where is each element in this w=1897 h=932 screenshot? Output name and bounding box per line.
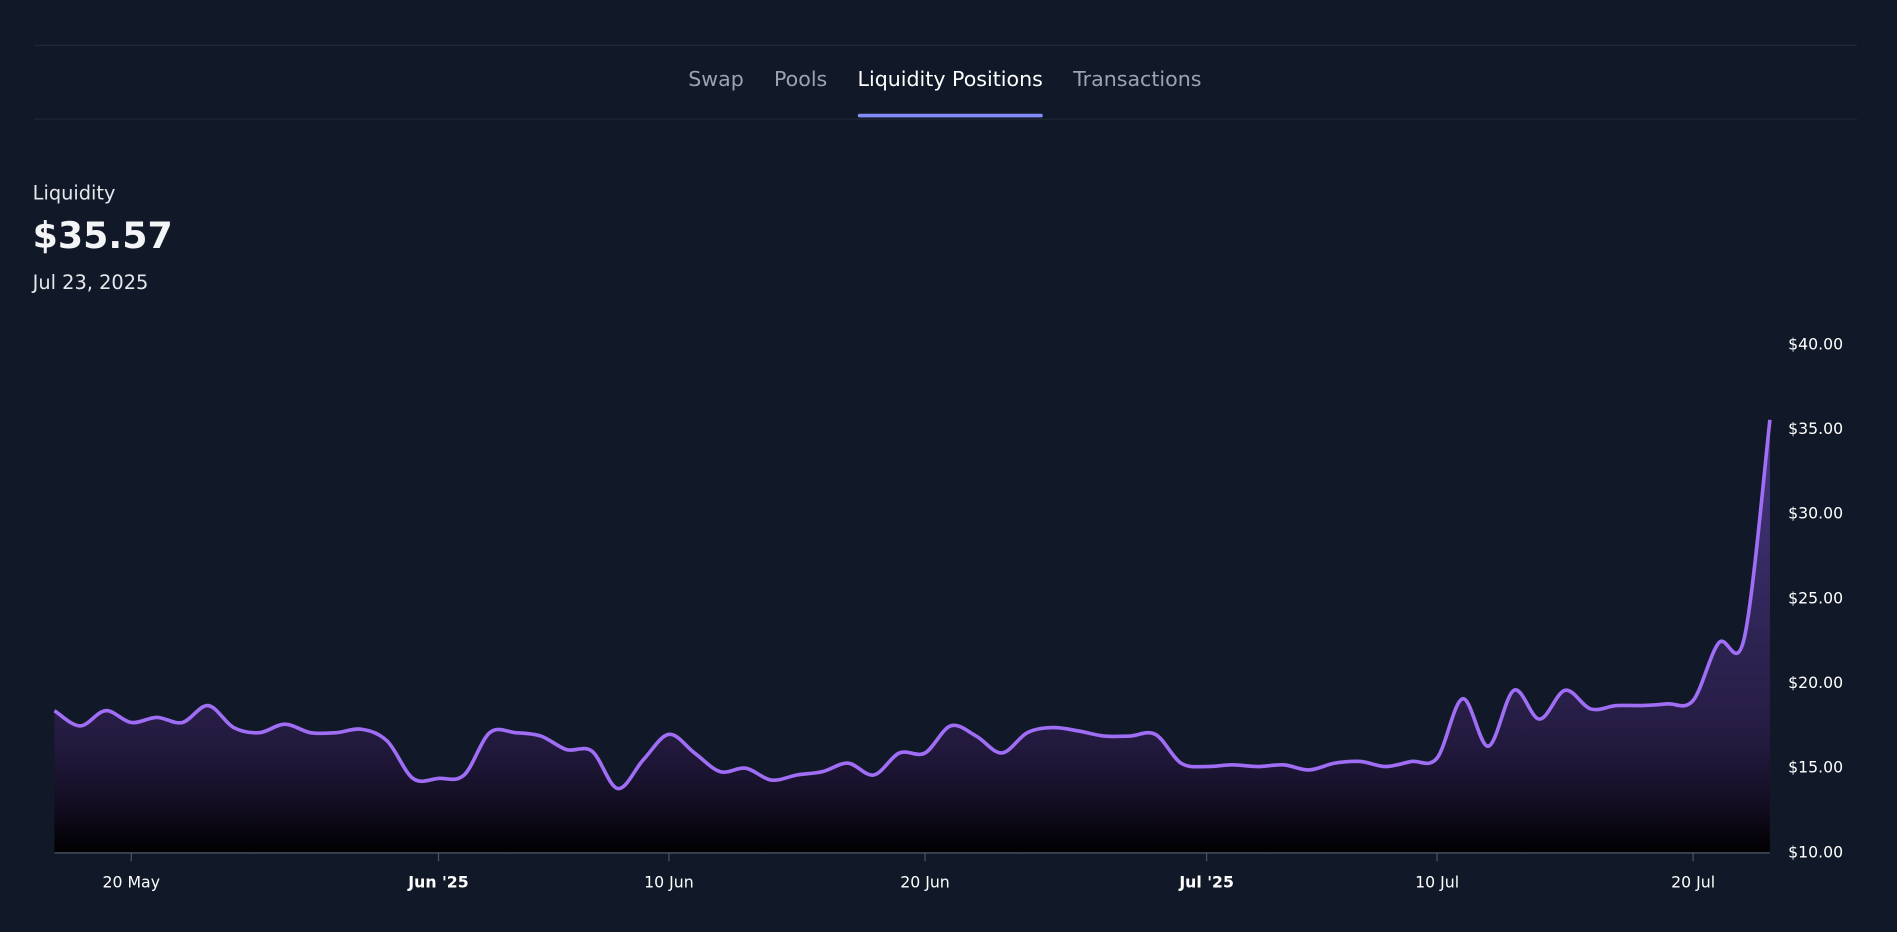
current-date: Jul 23, 2025 [32, 270, 149, 294]
area [54, 419, 1770, 853]
tab-bar: Swap Pools Liquidity Positions Transactions [0, 68, 1890, 118]
x-tick-label: 20 Jul [1671, 873, 1715, 892]
y-tick-label: $40.00 [1788, 334, 1843, 353]
y-tick-label: $15.00 [1788, 758, 1843, 777]
y-tick-label: $20.00 [1788, 673, 1843, 692]
divider [33, 44, 1858, 46]
y-tick-label: $30.00 [1788, 504, 1843, 523]
tab[interactable]: Transactions [1073, 67, 1202, 92]
y-tick-label: $10.00 [1788, 842, 1843, 861]
tab[interactable]: Liquidity Positions [857, 68, 1044, 118]
chart-title: Liquidity [32, 181, 116, 205]
x-tick-label: Jul '25 [1178, 873, 1234, 892]
tab[interactable]: Swap [688, 67, 744, 92]
x-tick-label: 10 Jun [644, 873, 694, 892]
x-tick-label: Jun '25 [407, 873, 468, 892]
y-tick-label: $35.00 [1788, 419, 1843, 438]
divider [33, 118, 1858, 120]
line [53, 419, 1772, 791]
x-tick-label: 20 Jun [900, 873, 950, 892]
y-tick-label: $25.00 [1788, 588, 1843, 607]
x-tick-label: 10 Jul [1415, 873, 1459, 892]
current-value: $35.57 [32, 215, 173, 258]
tab[interactable]: Pools [774, 67, 828, 92]
x-tick-label: 20 May [103, 873, 161, 892]
